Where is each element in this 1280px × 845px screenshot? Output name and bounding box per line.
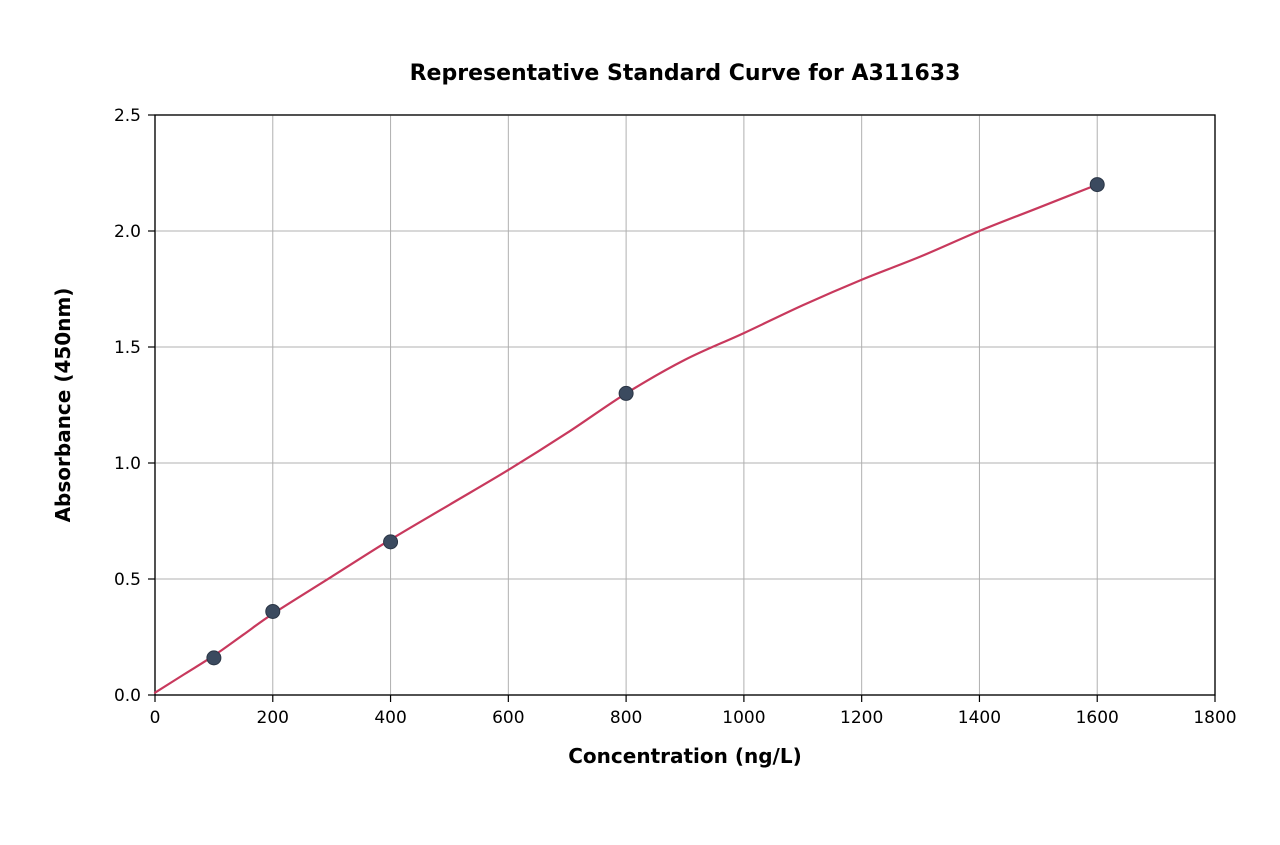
x-tick-label: 200 [257,708,289,728]
standard-curve-chart: 0 200 400 600 800 1000 1200 1400 1600 1800 0.0 0.5 1… [0,0,1280,845]
data-point [619,386,633,400]
x-tick-label: 1400 [958,708,1001,728]
y-axis-label: Absorbance (450nm) [51,288,75,523]
x-tick-label: 600 [492,708,524,728]
data-point [266,604,280,618]
y-tick-label: 0.0 [114,686,141,706]
chart-title: Representative Standard Curve for A31163… [410,61,961,86]
y-tick-label: 2.0 [114,222,141,242]
x-tick-label: 1000 [722,708,765,728]
data-point [1090,178,1104,192]
x-tick-label: 400 [374,708,406,728]
x-tick-label: 1200 [840,708,883,728]
y-tick-label: 2.5 [114,106,141,126]
x-tick-label: 1600 [1076,708,1119,728]
y-tick-label: 1.5 [114,338,141,358]
x-tick-label: 0 [150,708,161,728]
x-tick-label: 800 [610,708,642,728]
y-tick-label: 0.5 [114,570,141,590]
data-point [384,535,398,549]
data-point [207,651,221,665]
y-tick-label: 1.0 [114,454,141,474]
x-tick-label: 1800 [1193,708,1236,728]
chart-container: 0 200 400 600 800 1000 1200 1400 1600 1800 0.0 0.5 1… [0,0,1280,845]
x-axis-label: Concentration (ng/L) [568,744,801,768]
